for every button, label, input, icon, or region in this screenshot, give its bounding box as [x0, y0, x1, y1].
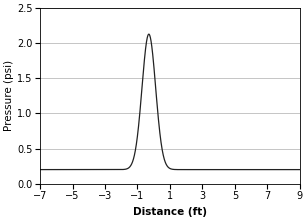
X-axis label: Distance (ft): Distance (ft): [133, 207, 207, 217]
Y-axis label: Pressure (psi): Pressure (psi): [4, 60, 14, 131]
